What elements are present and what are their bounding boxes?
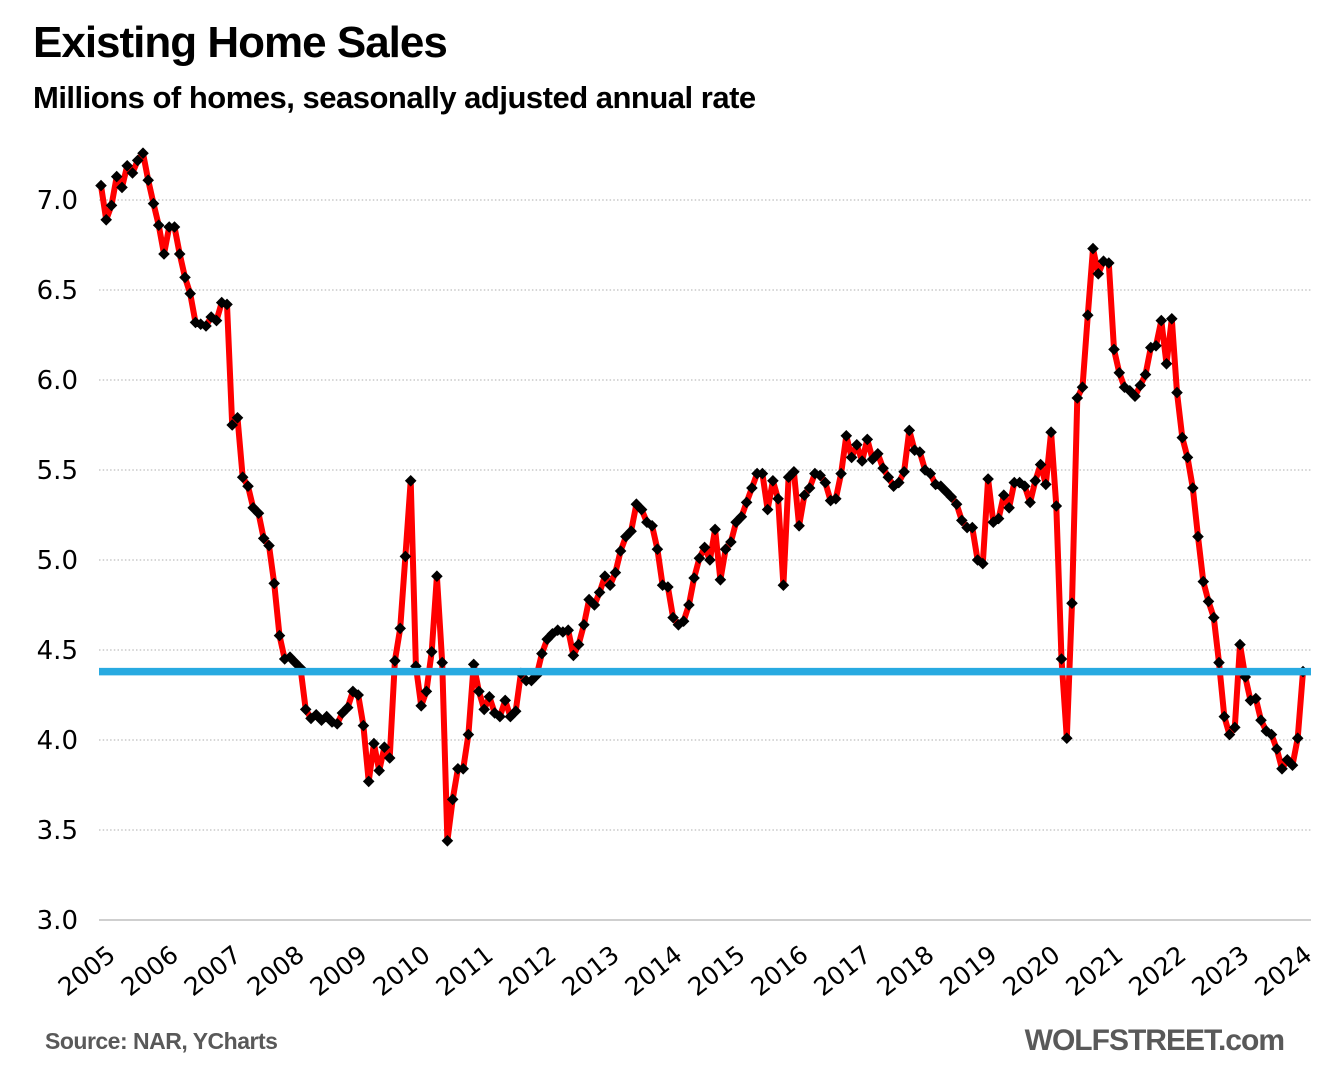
y-tick-label: 5.0 [37, 546, 78, 576]
x-tick-label: 2022 [1124, 940, 1192, 1002]
x-tick-label: 2009 [305, 940, 373, 1002]
y-tick-label: 5.5 [37, 456, 78, 486]
y-tick-label: 6.5 [37, 276, 78, 306]
x-tick-label: 2007 [179, 940, 247, 1002]
x-axis-labels: 2005200620072008200920102011201220132014… [53, 940, 1318, 1002]
x-tick-label: 2020 [998, 940, 1066, 1002]
y-tick-label: 3.0 [37, 906, 78, 936]
source-note: Source: NAR, YCharts [45, 1028, 278, 1054]
y-tick-label: 7.0 [37, 186, 78, 216]
x-tick-label: 2008 [242, 940, 310, 1002]
chart-subtitle: Millions of homes, seasonally adjusted a… [33, 80, 756, 115]
y-tick-label: 4.0 [37, 726, 78, 756]
y-axis-labels: 7.0 6.5 6.0 5.5 5.0 4.5 4.0 3.5 3.0 [37, 186, 78, 936]
x-tick-label: 2019 [935, 940, 1003, 1002]
x-tick-label: 2024 [1249, 940, 1317, 1002]
x-tick-label: 2021 [1061, 940, 1129, 1002]
x-tick-label: 2010 [368, 940, 436, 1002]
y-tick-label: 4.5 [37, 636, 78, 666]
x-tick-label: 2016 [746, 940, 814, 1002]
x-tick-label: 2015 [683, 940, 751, 1002]
x-tick-label: 2011 [431, 940, 499, 1002]
x-tick-label: 2005 [53, 940, 121, 1002]
x-tick-label: 2013 [557, 940, 625, 1002]
y-tick-label: 6.0 [37, 366, 78, 396]
x-tick-label: 2017 [809, 940, 877, 1002]
data-point-markers [95, 147, 1309, 847]
x-tick-label: 2006 [116, 940, 184, 1002]
sales-line [98, 150, 1306, 844]
x-tick-label: 2018 [872, 940, 940, 1002]
y-gridlines [99, 199, 1311, 921]
x-tick-label: 2023 [1187, 940, 1255, 1002]
x-tick-label: 2012 [494, 940, 562, 1002]
y-tick-label: 3.5 [37, 816, 78, 846]
chart-title: Existing Home Sales [33, 18, 448, 67]
x-tick-label: 2014 [620, 940, 688, 1002]
wolfstreet-watermark: WOLFSTREET.com [1024, 1024, 1285, 1057]
